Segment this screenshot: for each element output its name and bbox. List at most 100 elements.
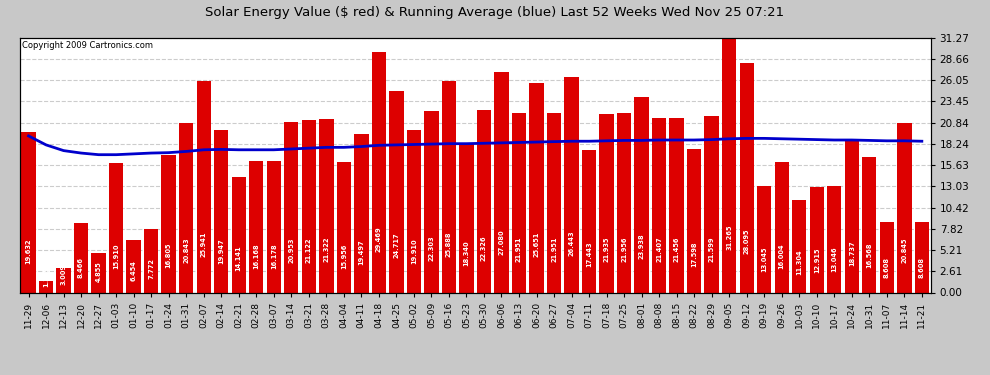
Bar (232, 177, 246, 292)
Text: 11.304: 11.304 (796, 249, 802, 274)
Text: 21.951: 21.951 (551, 236, 557, 262)
Bar (512, 114, 526, 292)
Text: 16.168: 16.168 (253, 243, 259, 268)
Bar (56, 268, 70, 292)
Bar (127, 240, 141, 292)
Bar (880, 222, 894, 292)
Text: 27.080: 27.080 (499, 230, 505, 255)
Text: 23.938: 23.938 (639, 234, 644, 259)
Bar (407, 130, 421, 292)
Text: 21.407: 21.407 (656, 237, 662, 262)
Text: 19.497: 19.497 (358, 239, 364, 265)
Bar (915, 222, 929, 292)
Bar (722, 38, 737, 292)
Text: 22.303: 22.303 (429, 236, 435, 261)
Text: 20.843: 20.843 (183, 237, 189, 263)
Text: 21.456: 21.456 (673, 237, 679, 262)
Bar (74, 224, 88, 292)
Text: Solar Energy Value ($ red) & Running Average (blue) Last 52 Weeks Wed Nov 25 07:: Solar Energy Value ($ red) & Running Ave… (206, 6, 784, 19)
Bar (284, 122, 298, 292)
Bar (477, 110, 491, 292)
Text: 22.326: 22.326 (481, 236, 487, 261)
Bar (635, 97, 648, 292)
Bar (862, 158, 876, 292)
Text: 25.888: 25.888 (446, 231, 451, 257)
Bar (546, 114, 561, 292)
Bar (371, 52, 386, 292)
Text: 20.953: 20.953 (288, 237, 294, 263)
Bar (39, 281, 53, 292)
Text: 8.608: 8.608 (919, 257, 925, 278)
Bar (197, 81, 211, 292)
Bar (774, 162, 789, 292)
Text: 15.910: 15.910 (113, 243, 119, 269)
Text: 13.046: 13.046 (832, 247, 838, 273)
Bar (144, 229, 158, 292)
Bar (582, 150, 596, 292)
Text: 8.608: 8.608 (884, 257, 890, 278)
Bar (827, 186, 842, 292)
Text: 8.466: 8.466 (78, 257, 84, 278)
Text: 7.772: 7.772 (148, 258, 154, 279)
Bar (22, 132, 36, 292)
Text: 21.322: 21.322 (324, 237, 330, 262)
Text: 21.122: 21.122 (306, 237, 312, 262)
Bar (161, 156, 176, 292)
Text: 18.340: 18.340 (463, 240, 469, 266)
Bar (442, 81, 456, 292)
Bar (530, 83, 544, 292)
Text: 24.717: 24.717 (393, 232, 399, 258)
Text: 19.947: 19.947 (218, 238, 224, 264)
Bar (319, 118, 334, 292)
Text: 3.009: 3.009 (60, 264, 66, 285)
Bar (214, 130, 229, 292)
Text: 31.265: 31.265 (727, 225, 733, 250)
Bar (425, 111, 439, 292)
Text: 19.910: 19.910 (411, 238, 417, 264)
Bar (652, 118, 666, 292)
Bar (249, 160, 263, 292)
Text: 17.443: 17.443 (586, 242, 592, 267)
Bar (844, 140, 859, 292)
Bar (599, 114, 614, 292)
Bar (617, 114, 632, 292)
Text: 21.935: 21.935 (604, 236, 610, 262)
Bar (179, 123, 193, 292)
Bar (687, 149, 701, 292)
Text: 13.045: 13.045 (761, 247, 767, 273)
Text: 16.805: 16.805 (165, 242, 171, 268)
Text: 16.178: 16.178 (271, 243, 277, 268)
Text: 1.369: 1.369 (44, 266, 50, 287)
Bar (389, 91, 404, 292)
Text: 28.095: 28.095 (743, 228, 749, 254)
Bar (792, 200, 807, 292)
Text: 26.443: 26.443 (568, 231, 574, 256)
Bar (91, 253, 106, 292)
Text: 29.469: 29.469 (376, 227, 382, 252)
Bar (266, 160, 281, 292)
Text: Copyright 2009 Cartronics.com: Copyright 2009 Cartronics.com (22, 41, 152, 50)
Bar (337, 162, 351, 292)
Text: 17.598: 17.598 (691, 242, 697, 267)
Text: 4.855: 4.855 (96, 262, 102, 282)
Text: 16.004: 16.004 (779, 243, 785, 269)
Bar (109, 163, 124, 292)
Text: 12.915: 12.915 (814, 247, 820, 273)
Bar (810, 187, 824, 292)
Bar (740, 63, 753, 292)
Bar (459, 143, 473, 292)
Bar (897, 123, 912, 292)
Bar (564, 77, 579, 292)
Bar (494, 72, 509, 292)
Text: 25.651: 25.651 (534, 232, 540, 257)
Text: 20.845: 20.845 (901, 237, 907, 263)
Bar (757, 186, 771, 292)
Text: 19.632: 19.632 (26, 239, 32, 264)
Text: 21.599: 21.599 (709, 237, 715, 262)
Bar (705, 116, 719, 292)
Text: 16.568: 16.568 (866, 243, 872, 268)
Text: 14.141: 14.141 (236, 246, 242, 271)
Bar (354, 134, 368, 292)
Bar (302, 120, 316, 292)
Text: 21.951: 21.951 (516, 236, 522, 262)
